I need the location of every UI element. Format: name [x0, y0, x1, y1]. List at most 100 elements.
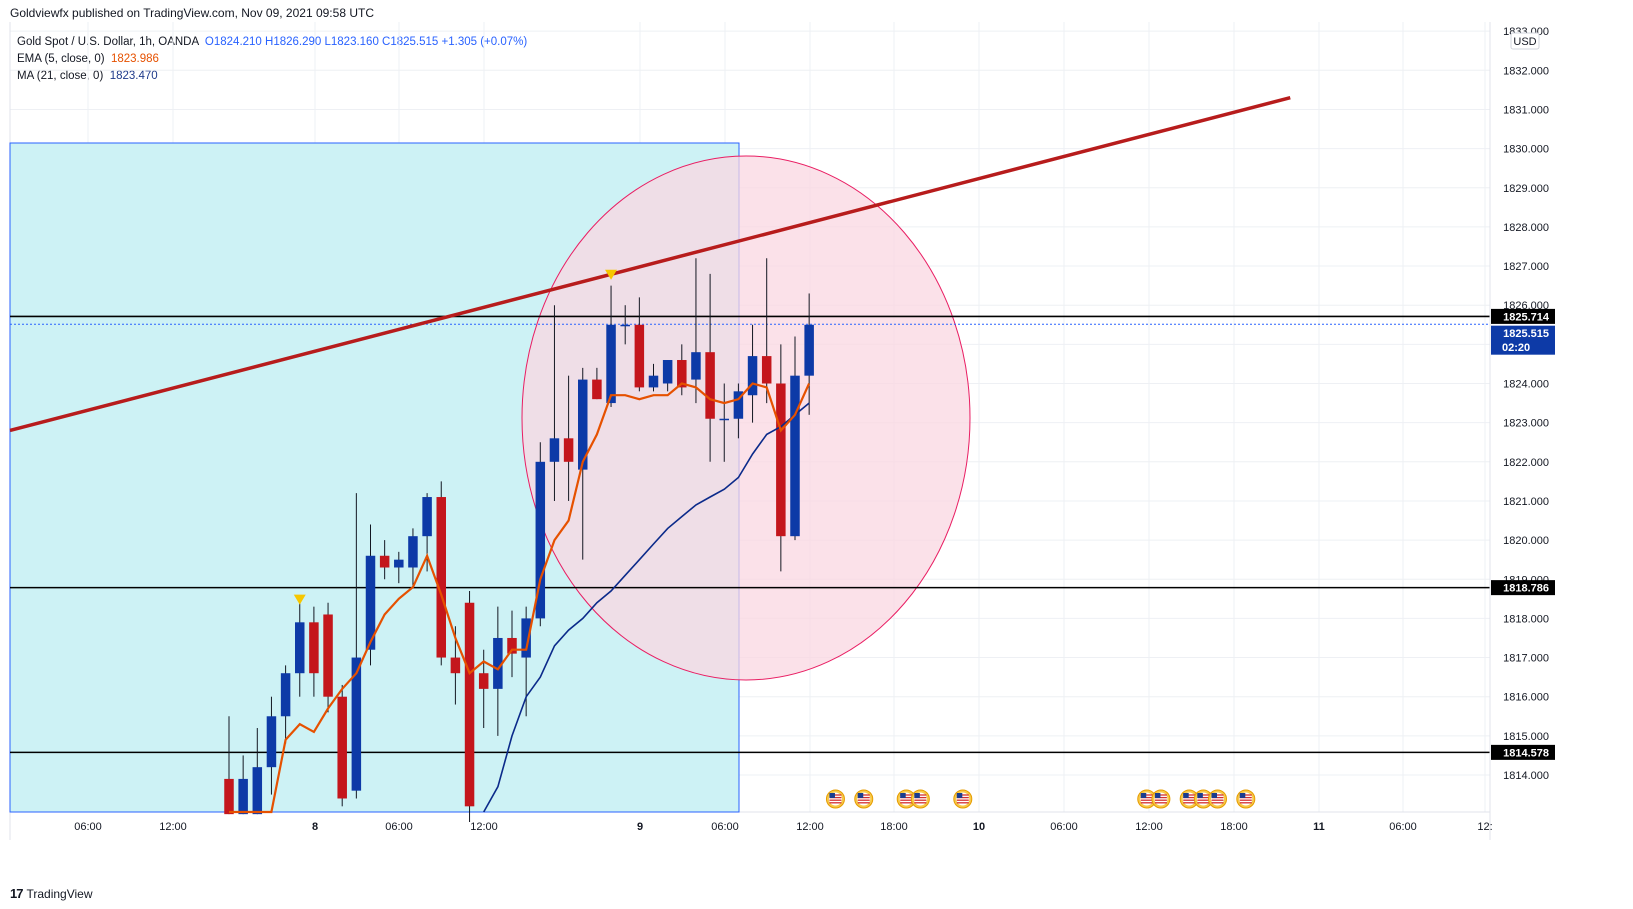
price-tick-label: 1828.000: [1503, 222, 1549, 234]
candle-body: [323, 614, 333, 697]
candle-body: [662, 360, 673, 384]
flag-canton: [829, 793, 835, 798]
flag-canton: [956, 793, 963, 798]
price-tick-label: 1832.000: [1503, 65, 1549, 77]
symbol-title: Gold Spot / U.S. Dollar, 1h, OANDA: [17, 36, 199, 48]
price-tick-label: 1821.000: [1503, 496, 1549, 508]
currency-label[interactable]: USD: [1510, 32, 1540, 50]
candle-body: [578, 379, 588, 470]
trendline[interactable]: [9, 96, 1291, 433]
time-tick-label: 12:00: [1135, 821, 1163, 833]
down-markers: [293, 269, 618, 605]
flag-canton: [857, 793, 864, 798]
price-labels: 1825.714 1825.515 02:20 1818.786 1814.578: [1491, 308, 1555, 760]
time-tick-label: 06:00: [1389, 821, 1417, 833]
price-tick-label: 1820.000: [1503, 535, 1549, 547]
price-label-text: 1818.786: [1503, 583, 1549, 595]
price-tick-label: 1831.000: [1503, 104, 1549, 116]
price-label-text: 1814.578: [1503, 747, 1549, 759]
flag-canton: [1154, 793, 1161, 798]
candle-body: [521, 618, 531, 658]
candle-body: [705, 352, 715, 419]
time-axis-ticks[interactable]: 06:00 12:00 8 06:00 12:00 9 06:00 12:00 18:00 10 0…: [74, 821, 1492, 833]
price-label-box: [1491, 580, 1555, 596]
candle-body: [408, 536, 418, 568]
ema-line: [229, 382, 811, 814]
candle-body: [677, 360, 687, 388]
time-tick-label: 12:00: [159, 821, 187, 833]
time-tick-label: 06:00: [1050, 821, 1078, 833]
candle-body: [224, 778, 234, 815]
time-tick-label: 9: [637, 821, 643, 833]
price-tick-label: 1822.000: [1503, 457, 1549, 469]
price-tick-label: 1815.000: [1503, 731, 1549, 743]
candle-body: [394, 559, 404, 568]
candle-body: [295, 622, 305, 674]
flag-canton: [900, 793, 906, 798]
legend-symbol-row[interactable]: Gold Spot / U.S. Dollar, 1h, OANDA O1824…: [17, 34, 527, 51]
flag-canton: [1197, 793, 1203, 798]
candle-body: [733, 391, 744, 419]
price-label-text: 1825.714: [1503, 311, 1550, 323]
event-icons[interactable]: [825, 789, 1256, 809]
candle-body: [592, 379, 602, 400]
flag-canton: [1183, 793, 1189, 798]
candle-body: [691, 352, 701, 380]
flag-canton: [914, 793, 920, 798]
price-tick-label: 1827.000: [1503, 261, 1549, 273]
flag-canton: [1211, 793, 1217, 798]
price-axis[interactable]: [1491, 22, 1559, 840]
price-tick-label: 1818.000: [1503, 613, 1549, 625]
candle-body: [634, 324, 645, 388]
time-tick-label: 8: [312, 821, 318, 833]
ema-value: 1823.986: [110, 53, 159, 65]
candle-body: [493, 637, 503, 689]
legend-ma-row[interactable]: MA (21, close, 0) 1823.470: [17, 68, 527, 85]
tradingview-logo-icon: 17: [10, 886, 24, 901]
price-tick-label: 1829.000: [1503, 183, 1549, 195]
tradingview-footer[interactable]: 17 TradingView: [10, 886, 93, 901]
price-tick-label: 1814.000: [1503, 770, 1549, 782]
ohlc-values: O1824.210 H1826.290 L1823.160 C1825.515 …: [204, 36, 528, 48]
time-tick-label: 10: [973, 821, 985, 833]
candle-body: [464, 602, 475, 807]
brand-name: TradingView: [26, 886, 93, 901]
ma-line: [483, 402, 810, 813]
horizontal-levels[interactable]: [10, 315, 1490, 754]
highlight-ellipse[interactable]: [521, 155, 971, 681]
candle-body: [563, 438, 574, 462]
candle-body: [648, 375, 659, 388]
chart-legend: Gold Spot / U.S. Dollar, 1h, OANDA O1824…: [17, 34, 527, 85]
price-tick-label: 1817.000: [1503, 653, 1549, 665]
candle-body: [478, 673, 489, 689]
down-arrow-icon: [605, 269, 618, 280]
candle-body: [337, 696, 347, 799]
price-label-box: [1491, 308, 1555, 324]
legend-ema-row[interactable]: EMA (5, close, 0) 1823.986: [17, 51, 527, 68]
price-tick-label: 1824.000: [1503, 379, 1549, 391]
time-tick-label: 18:00: [1220, 821, 1248, 833]
time-tick-label: 06:00: [711, 821, 739, 833]
time-tick-label: 18:00: [880, 821, 908, 833]
candle-body: [507, 637, 517, 654]
candle-body: [450, 657, 461, 674]
ema-label: EMA (5, close, 0): [17, 53, 105, 65]
time-tick-label: 11: [1313, 821, 1325, 833]
time-tick-label: 12:00: [470, 821, 498, 833]
candle-body: [804, 324, 814, 376]
price-tick-label: 1823.000: [1503, 418, 1549, 430]
price-label-box: [1491, 744, 1555, 760]
price-tick-label: 1830.000: [1503, 144, 1549, 156]
price-label-box: [1491, 339, 1555, 355]
price-label-text: 1825.515: [1503, 328, 1549, 340]
candle-body: [365, 555, 376, 650]
candle-body: [790, 375, 800, 537]
time-tick-label: 12:: [1477, 821, 1492, 833]
candle-body: [252, 767, 263, 815]
candle-body: [422, 497, 432, 537]
price-label-text: 02:20: [1502, 342, 1530, 354]
currency-text: USD: [1513, 36, 1536, 48]
time-tick-label: 06:00: [74, 821, 102, 833]
currency-box: [1510, 32, 1540, 50]
